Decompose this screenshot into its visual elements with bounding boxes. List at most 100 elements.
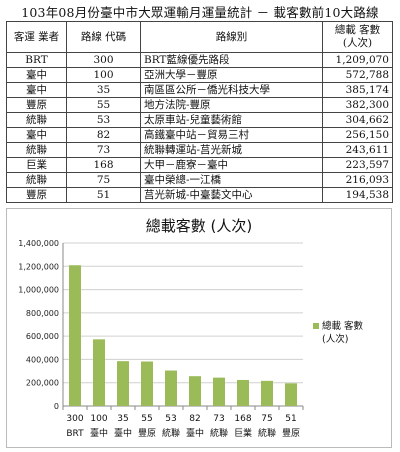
- table-row: 臺中 100 亞洲大學－豐原 572,788: [6, 67, 393, 83]
- x-tick-sublabel: 豐原: [138, 428, 156, 439]
- x-tick-sublabel: 臺中: [114, 427, 132, 439]
- x-tick-label: 300: [66, 414, 83, 424]
- x-tick-sublabel: 統聯: [210, 427, 228, 439]
- table-row: 臺中 82 高鐵臺中站－貿易三村 256,150: [6, 127, 393, 143]
- cell-operator: 統聯: [6, 172, 67, 188]
- cell-passengers: 382,300: [322, 97, 393, 113]
- y-tick-label: 200,000: [26, 379, 59, 388]
- x-tick-label: 73: [213, 414, 224, 424]
- bar: [141, 361, 153, 406]
- x-tick-label: 82: [189, 414, 200, 424]
- cell-operator: 臺中: [6, 82, 67, 98]
- y-tick-label: 1,200,000: [18, 262, 59, 271]
- bar: [69, 265, 81, 406]
- y-tick-label: 600,000: [26, 332, 59, 341]
- bar: [165, 370, 177, 406]
- bar: [285, 383, 297, 406]
- cell-route-code: 51: [66, 187, 141, 203]
- bar-chart: 總載客數 (人次) 0 200,000 400,000 600,000 800,000 1,…: [18, 217, 364, 439]
- y-tick-label: 1,000,000: [18, 286, 59, 295]
- y-tick-label: 1,400,000: [18, 239, 59, 248]
- bar: [117, 361, 129, 406]
- cell-route-code: 55: [66, 97, 141, 113]
- cell-route-name: 大甲－鹿寮－臺中: [140, 157, 323, 173]
- table-row: 巨業 168 大甲－鹿寮－臺中 223,597: [6, 157, 393, 173]
- cell-passengers: 223,597: [322, 157, 393, 173]
- cell-route-name: 高鐵臺中站－貿易三村: [140, 127, 323, 143]
- y-tick-label: 0: [54, 402, 59, 411]
- table-row: 豐原 51 莒光新城-中臺藝文中心 194,538: [6, 187, 393, 203]
- x-tick-sublabel: 豐原: [282, 428, 300, 439]
- x-tick-label: 53: [165, 414, 176, 424]
- cell-route-code: 100: [66, 67, 141, 83]
- cell-passengers: 256,150: [322, 127, 393, 143]
- cell-route-code: 168: [66, 157, 141, 173]
- cell-operator: 豐原: [6, 187, 67, 203]
- cell-route-code: 53: [66, 112, 141, 128]
- ranking-table: 客運 業者 路線 代碼 路線別 總載 客數 (人次) BRT 300 BRT藍線優先…: [6, 21, 393, 203]
- header-route-name: 路線別: [140, 21, 323, 53]
- table-body: BRT 300 BRT藍線優先路段 1,209,070 臺中 100 亞洲大學－豐原 572,…: [6, 52, 393, 203]
- cell-passengers: 216,093: [322, 172, 393, 188]
- legend-label-unit: (人次): [322, 333, 348, 345]
- cell-passengers: 194,538: [322, 187, 393, 203]
- page-title: 103年08月份臺中市大眾運輸月運量統計 － 載客數前10大路線: [21, 5, 379, 20]
- cell-route-name: 南區區公所－僑光科技大學: [140, 82, 323, 98]
- y-tick-label: 800,000: [26, 309, 59, 318]
- cell-route-code: 73: [66, 142, 141, 158]
- cell-route-name: BRT藍線優先路段: [140, 52, 323, 68]
- chart-container: 總載客數 (人次) 0 200,000 400,000 600,000 800,000 1,…: [6, 208, 392, 448]
- legend-swatch: [313, 323, 319, 329]
- cell-route-name: 太原車站-兒童藝術館: [140, 112, 323, 128]
- bar: [213, 377, 225, 406]
- legend-label: 總載 客數: [322, 320, 364, 332]
- cell-route-name: 莒光新城-中臺藝文中心: [140, 187, 323, 203]
- x-tick-label: 168: [234, 414, 251, 424]
- cell-route-name: 亞洲大學－豐原: [140, 67, 323, 83]
- cell-passengers: 385,174: [322, 82, 393, 98]
- table-row: 豐原 55 地方法院-豐原 382,300: [6, 97, 393, 113]
- cell-passengers: 1,209,070: [322, 52, 393, 68]
- cell-passengers: 572,788: [322, 67, 393, 83]
- x-tick-label: 75: [261, 414, 272, 424]
- chart-title: 總載客數 (人次): [146, 217, 252, 235]
- table-row: 臺中 35 南區區公所－僑光科技大學 385,174: [6, 82, 393, 98]
- x-tick-sublabel: 統聯: [258, 427, 276, 439]
- x-tick-sublabel: 統聯: [162, 427, 180, 439]
- bar: [261, 380, 273, 406]
- cell-operator: 豐原: [6, 97, 67, 113]
- table-row: 統聯 53 太原車站-兒童藝術館 304,662: [6, 112, 393, 128]
- cell-operator: 臺中: [6, 127, 67, 143]
- x-tick-sublabel: 臺中: [90, 427, 108, 439]
- x-tick-label: 35: [117, 414, 128, 424]
- table-row: 統聯 73 統聯轉運站-莒光新城 243,611: [6, 142, 393, 158]
- cell-operator: 巨業: [6, 157, 67, 173]
- cell-route-name: 臺中榮總-一江橋: [140, 172, 323, 188]
- cell-operator: 統聯: [6, 112, 67, 128]
- cell-route-code: 35: [66, 82, 141, 98]
- table-row: 統聯 75 臺中榮總-一江橋 216,093: [6, 172, 393, 188]
- x-tick-label: 100: [90, 414, 107, 424]
- header-passengers: 總載 客數 (人次): [322, 21, 393, 53]
- x-tick-label: 55: [141, 414, 152, 424]
- cell-route-code: 75: [66, 172, 141, 188]
- x-tick-sublabel: 巨業: [234, 427, 252, 439]
- cell-route-name: 地方法院-豐原: [140, 97, 323, 113]
- cell-passengers: 243,611: [322, 142, 393, 158]
- cell-route-code: 82: [66, 127, 141, 143]
- x-tick-sublabel: 臺中: [186, 427, 204, 439]
- cell-operator: BRT: [6, 52, 67, 68]
- bar: [93, 339, 105, 406]
- table-row: BRT 300 BRT藍線優先路段 1,209,070: [6, 52, 393, 68]
- cell-operator: 臺中: [6, 67, 67, 83]
- header-operator: 客運 業者: [6, 21, 67, 53]
- table-header-row: 客運 業者 路線 代碼 路線別 總載 客數 (人次): [6, 21, 393, 53]
- bar: [189, 376, 201, 406]
- cell-route-name: 統聯轉運站-莒光新城: [140, 142, 323, 158]
- bar: [237, 379, 249, 406]
- cell-passengers: 304,662: [322, 112, 393, 128]
- cell-operator: 統聯: [6, 142, 67, 158]
- header-route-code: 路線 代碼: [66, 21, 141, 53]
- cell-route-code: 300: [66, 52, 141, 68]
- x-tick-sublabel: BRT: [66, 429, 84, 439]
